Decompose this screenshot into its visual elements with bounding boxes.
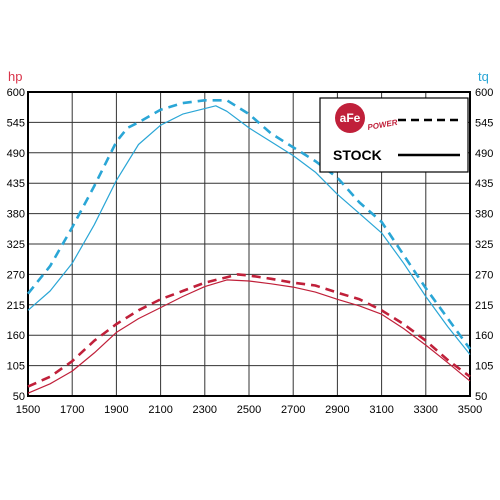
x-tick-label: 3100: [369, 404, 393, 416]
legend: aFe POWER STOCK: [319, 97, 469, 173]
x-tick-label: 2700: [281, 404, 305, 416]
hp-tick-label: 380: [7, 209, 25, 221]
hp-tick-label: 105: [7, 361, 25, 373]
x-tick-label: 1900: [104, 404, 128, 416]
tq-tick-label: 325: [475, 239, 493, 251]
tq-tick-label: 215: [475, 300, 493, 312]
hp-tick-label: 325: [7, 239, 25, 251]
hp-tick-label: 490: [7, 148, 25, 160]
tq-tick-label: 270: [475, 269, 493, 281]
x-tick-label: 3300: [414, 404, 438, 416]
x-tick-label: 2500: [237, 404, 261, 416]
horsepower-dashed-line: [27, 273, 471, 388]
tq-tick-label: 380: [475, 209, 493, 221]
plot-frame: [27, 91, 471, 397]
afe-power-logo: aFe POWER: [335, 103, 398, 133]
tick-labels: 1500 1700 1900 2100 2300 2500 2700 2900 3100 3300…: [7, 87, 494, 416]
x-tick-label: 3500: [458, 404, 482, 416]
hp-tick-label: 160: [7, 330, 25, 342]
hp-tick-label: 215: [7, 300, 25, 312]
hp-tick-label: 50: [13, 391, 25, 403]
tq-unit-label: tq: [478, 69, 489, 84]
tq-tick-label: 50: [475, 391, 487, 403]
tq-tick-label: 600: [475, 87, 493, 99]
x-tick-label: 2900: [325, 404, 349, 416]
hp-tick-label: 270: [7, 269, 25, 281]
torque-solid-line: [27, 105, 471, 355]
tq-tick-label: 490: [475, 148, 493, 160]
horsepower-solid-line: [27, 279, 471, 394]
hp-tick-label: 600: [7, 87, 25, 99]
series-layer: [26, 99, 472, 394]
hp-tick-label: 545: [7, 117, 25, 129]
x-tick-label: 1700: [60, 404, 84, 416]
tq-tick-label: 545: [475, 117, 493, 129]
tq-tick-label: 105: [475, 361, 493, 373]
x-tick-label: 2100: [148, 404, 172, 416]
hp-tick-label: 435: [7, 178, 25, 190]
x-tick-label: 2300: [193, 404, 217, 416]
legend-stock-label: STOCK: [333, 147, 382, 163]
x-tick-label: 1500: [16, 404, 40, 416]
tq-tick-label: 160: [475, 330, 493, 342]
logo-afe-text: aFe: [340, 111, 361, 125]
hp-unit-label: hp: [8, 69, 22, 84]
tq-tick-label: 435: [475, 178, 493, 190]
torque-dashed-line: [26, 99, 472, 350]
